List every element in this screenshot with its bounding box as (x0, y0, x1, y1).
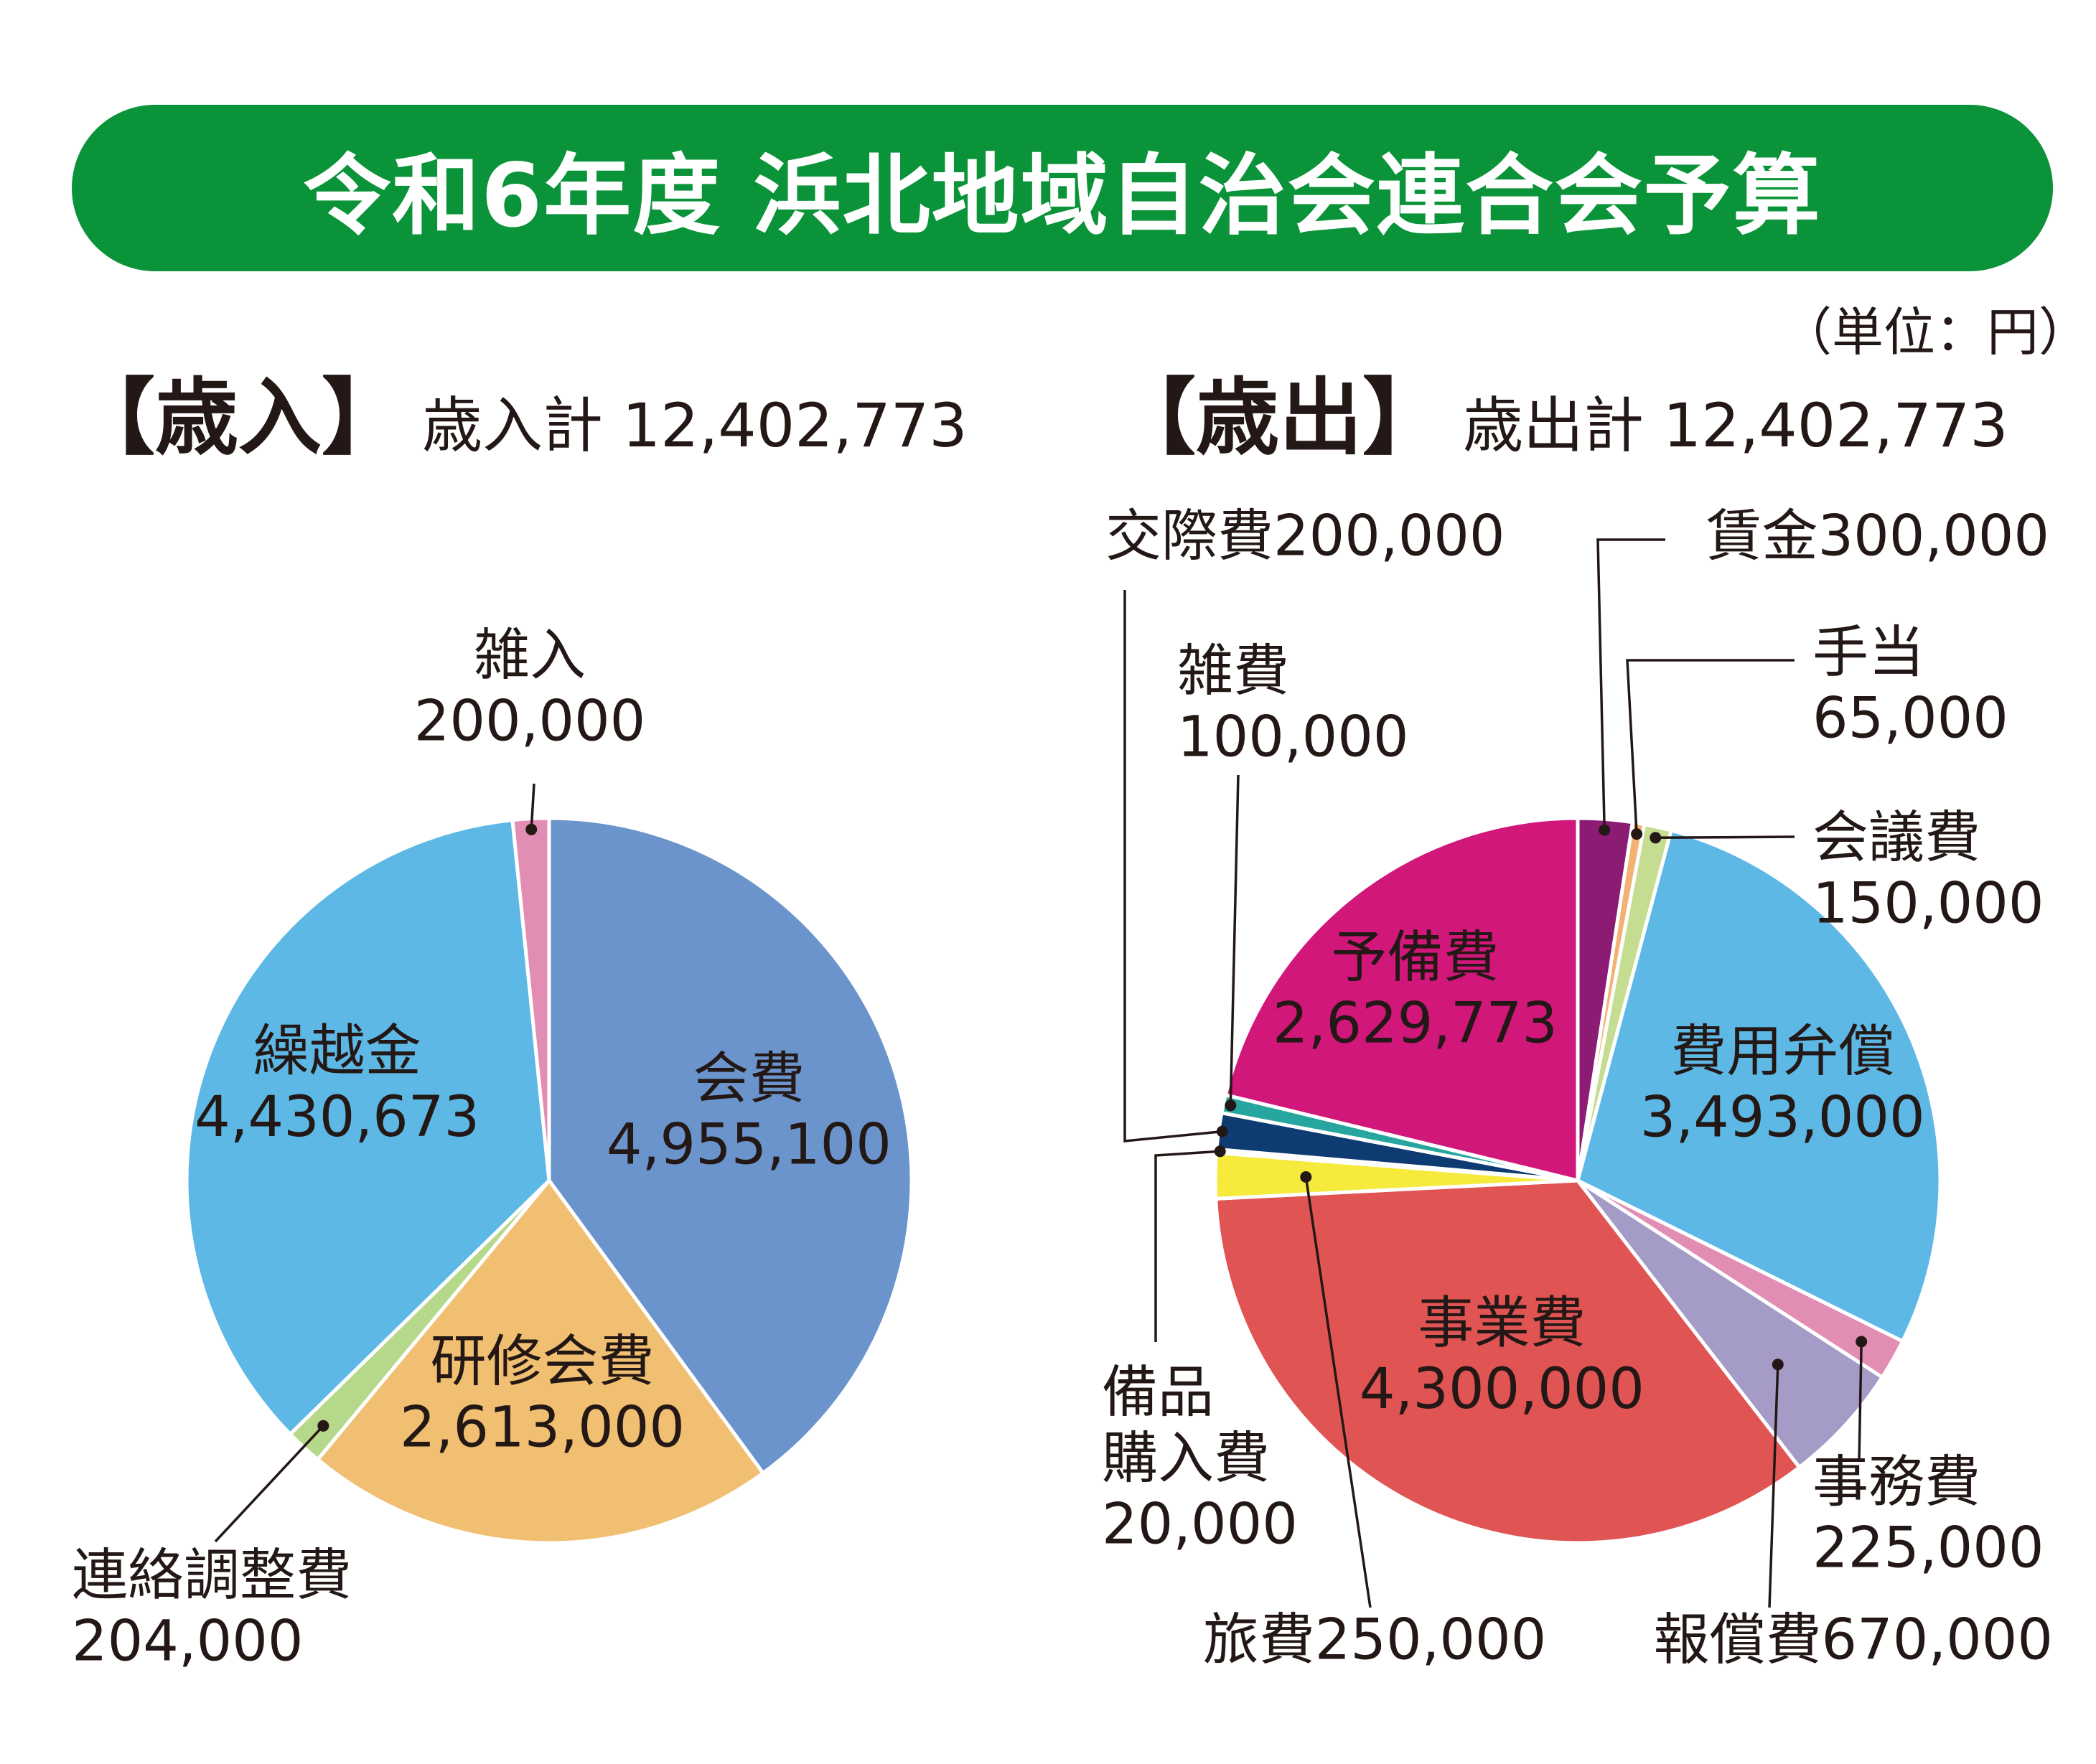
leader-line-allowance (1626, 659, 1795, 835)
slice-label-reserve-fund: 予備費 (1331, 925, 1499, 990)
income-title: 【歳入】 (72, 370, 405, 466)
leader-line-wages (1596, 538, 1665, 830)
slice-label-equipment-purchase: 購入費 (1102, 1426, 1270, 1491)
expense-title: 【歳出】 (1113, 370, 1446, 466)
income-header: 【歳入】 歳入計 12,402,773 (72, 350, 968, 471)
slice-label-office-cost: 225,000 (1812, 1516, 2044, 1580)
slice-label-expense-reimbursement: 3,493,000 (1640, 1085, 1925, 1150)
slice-label-misc-income: 200,000 (414, 689, 646, 754)
slice-label-membership-fee: 会費 (693, 1047, 805, 1112)
slice-label-remuneration: 報償費670,000 (1653, 1608, 2053, 1672)
leader-line-office-cost (1858, 1341, 1863, 1461)
slice-label-misc-cost: 100,000 (1177, 705, 1409, 769)
leader-line-meeting-cost (1655, 835, 1795, 840)
leader-line-remuneration (1768, 1364, 1779, 1608)
slice-label-training-fee: 2,613,000 (400, 1395, 685, 1460)
slice-label-liaison-fee: 連絡調整費 (72, 1543, 352, 1608)
pie-slice-membership-fee (547, 816, 914, 1476)
expense-header: 【歳出】 歳出計 12,402,773 (1113, 350, 2008, 471)
slice-label-meeting-cost: 会議費 (1812, 805, 1980, 870)
leader-line-misc-income (530, 783, 535, 830)
slice-label-entertainment-cost: 交際費200,000 (1105, 504, 1505, 568)
slice-label-wages: 賃金300,000 (1706, 504, 2049, 568)
unit-label: （単位：円） (1780, 302, 2091, 362)
slice-label-travel-cost: 旅費250,000 (1203, 1608, 1547, 1672)
leader-dot-equipment-purchase (1214, 1145, 1226, 1158)
pie-slice-expense-reimbursement (1576, 828, 1942, 1343)
leader-dot-meeting-cost (1650, 832, 1662, 844)
slice-label-allowance: 手当 (1812, 620, 1924, 685)
title-banner: 令和6年度 浜北地域自治会連合会予算 (72, 105, 2053, 271)
slice-label-expense-reimbursement: 費用弁償 (1670, 1019, 1894, 1084)
pie-slice-project-cost (1214, 1178, 1802, 1545)
leader-dot-remuneration (1772, 1359, 1784, 1371)
leader-dot-travel-cost (1300, 1171, 1312, 1183)
slice-label-reserve-fund: 2,629,773 (1273, 991, 1558, 1056)
slice-label-misc-income: 雑入 (474, 623, 586, 688)
leader-dot-liaison-fee (317, 1420, 329, 1432)
slice-label-allowance: 65,000 (1812, 686, 2008, 751)
leader-dot-misc-cost (1225, 1099, 1237, 1112)
leader-line-equipment-purchase (1154, 1150, 1220, 1342)
slice-label-misc-cost: 雑費 (1177, 639, 1289, 703)
slice-label-equipment-purchase: 備品 (1102, 1360, 1214, 1425)
slice-label-training-fee: 研修会費 (430, 1329, 654, 1394)
leader-dot-entertainment-cost (1216, 1125, 1228, 1137)
page-title: 令和6年度 浜北地域自治会連合会予算 (303, 144, 1822, 247)
leader-line-entertainment-cost (1123, 590, 1222, 1143)
pie-slice-reserve-fund (1223, 816, 1580, 1183)
pie-slice-carryover (184, 818, 551, 1436)
slice-label-carryover: 繰越金 (253, 1019, 421, 1084)
leader-line-misc-cost (1229, 774, 1240, 1106)
slice-label-carryover: 4,430,673 (195, 1085, 479, 1150)
slice-label-equipment-purchase: 20,000 (1102, 1492, 1298, 1557)
leader-dot-misc-income (525, 823, 538, 835)
slice-label-project-cost: 4,300,000 (1360, 1357, 1644, 1422)
slice-label-membership-fee: 4,955,100 (607, 1113, 892, 1178)
leader-line-travel-cost (1304, 1176, 1372, 1608)
slice-label-office-cost: 事務費 (1812, 1450, 1980, 1514)
pie-slice-training-fee (316, 1178, 765, 1545)
pie-slice-remuneration (1576, 1178, 1884, 1470)
leader-dot-allowance (1631, 828, 1643, 840)
expense-total: 歳出計 12,402,773 (1463, 390, 2008, 461)
leader-dot-wages (1599, 824, 1611, 836)
income-total: 歳入計 12,402,773 (422, 390, 968, 461)
slice-label-project-cost: 事業費 (1418, 1291, 1586, 1356)
leader-dot-office-cost (1856, 1336, 1868, 1348)
slice-label-liaison-fee: 204,000 (72, 1609, 304, 1674)
leader-line-liaison-fee (214, 1425, 324, 1543)
slice-label-meeting-cost: 150,000 (1812, 871, 2044, 936)
